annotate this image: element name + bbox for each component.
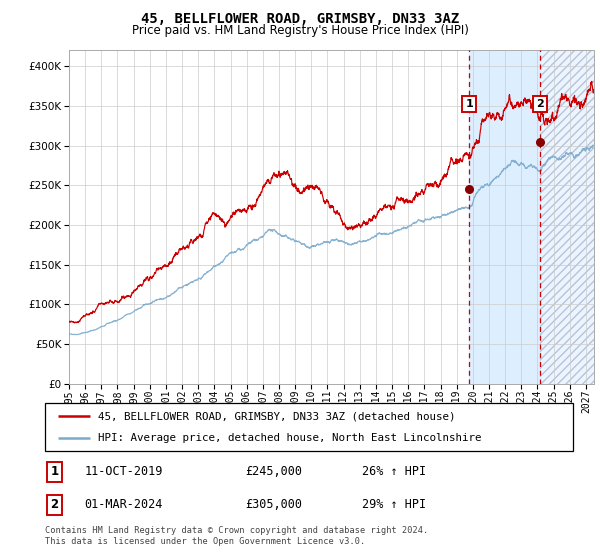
Text: 2: 2 [50, 498, 59, 511]
Bar [469, 50, 540, 384]
Text: 26% ↑ HPI: 26% ↑ HPI [362, 465, 426, 478]
Text: 11-OCT-2019: 11-OCT-2019 [85, 465, 163, 478]
Text: 1: 1 [50, 465, 59, 478]
FancyBboxPatch shape [45, 403, 573, 451]
Text: 01-MAR-2024: 01-MAR-2024 [85, 498, 163, 511]
Text: £245,000: £245,000 [245, 465, 302, 478]
Text: £305,000: £305,000 [245, 498, 302, 511]
Text: 45, BELLFLOWER ROAD, GRIMSBY, DN33 3AZ: 45, BELLFLOWER ROAD, GRIMSBY, DN33 3AZ [141, 12, 459, 26]
Text: 1: 1 [466, 99, 473, 109]
Text: 29% ↑ HPI: 29% ↑ HPI [362, 498, 426, 511]
Text: Contains HM Land Registry data © Crown copyright and database right 2024.
This d: Contains HM Land Registry data © Crown c… [45, 526, 428, 546]
Text: 2: 2 [536, 99, 544, 109]
Text: 45, BELLFLOWER ROAD, GRIMSBY, DN33 3AZ (detached house): 45, BELLFLOWER ROAD, GRIMSBY, DN33 3AZ (… [98, 411, 455, 421]
Bar [540, 50, 594, 384]
Text: HPI: Average price, detached house, North East Lincolnshire: HPI: Average price, detached house, Nort… [98, 433, 481, 443]
Text: Price paid vs. HM Land Registry's House Price Index (HPI): Price paid vs. HM Land Registry's House … [131, 24, 469, 36]
